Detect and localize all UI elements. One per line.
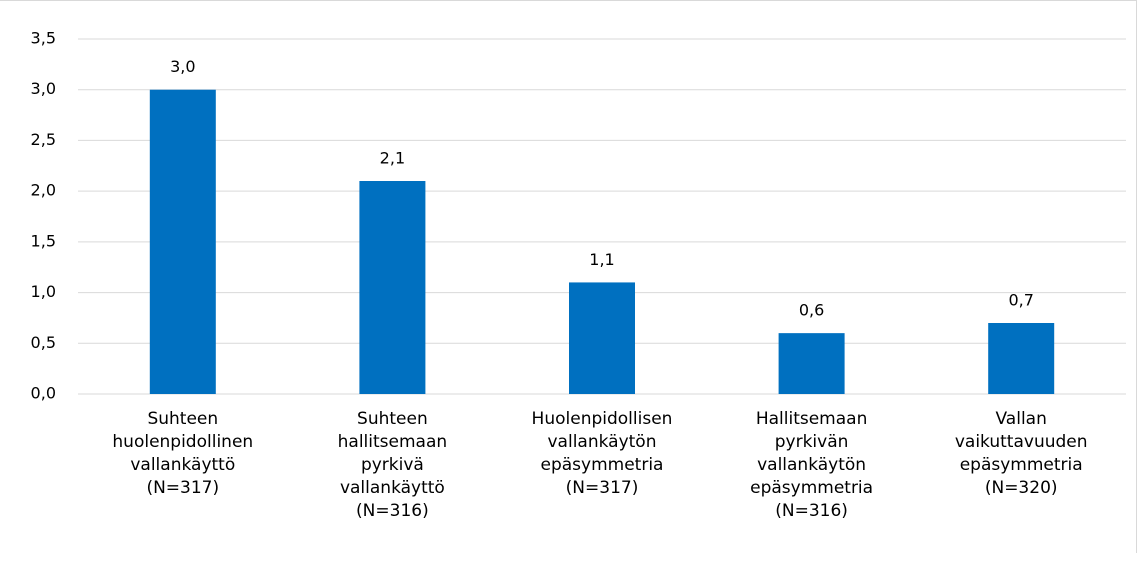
- y-tick-label: 0,5: [31, 333, 56, 352]
- y-tick-label: 3,0: [31, 79, 56, 98]
- data-label: 1,1: [589, 250, 614, 269]
- chart-frame: [0, 0, 1137, 553]
- x-tick-label: Vallan vaikuttavuuden epäsymmetria (N=32…: [954, 409, 1088, 498]
- x-tick-label: Hallitsemaan pyrkivän vallankäytön epäsy…: [750, 409, 874, 521]
- data-label: 0,6: [799, 301, 824, 320]
- bar: [569, 282, 635, 394]
- y-tick-label: 2,5: [31, 130, 56, 149]
- bar: [778, 333, 845, 394]
- y-tick-label: 2,0: [31, 181, 56, 200]
- data-label: 2,1: [380, 149, 405, 168]
- x-tick-label: Suhteen hallitsemaan pyrkivä vallankäytt…: [337, 409, 448, 521]
- y-tick-label: 1,5: [31, 231, 56, 250]
- y-tick-label: 0,0: [31, 384, 56, 403]
- y-tick-label: 3,5: [31, 29, 56, 48]
- y-tick-label: 1,0: [31, 282, 56, 301]
- data-label: 3,0: [170, 57, 195, 76]
- bar: [988, 323, 1055, 394]
- bar: [359, 181, 426, 394]
- x-tick-label: Suhteen huolenpidollinen vallankäyttö (N…: [112, 409, 254, 498]
- bar: [149, 89, 216, 394]
- data-label: 0,7: [1008, 291, 1033, 310]
- x-tick-label: Huolenpidollisen vallankäytön epäsymmetr…: [531, 409, 673, 498]
